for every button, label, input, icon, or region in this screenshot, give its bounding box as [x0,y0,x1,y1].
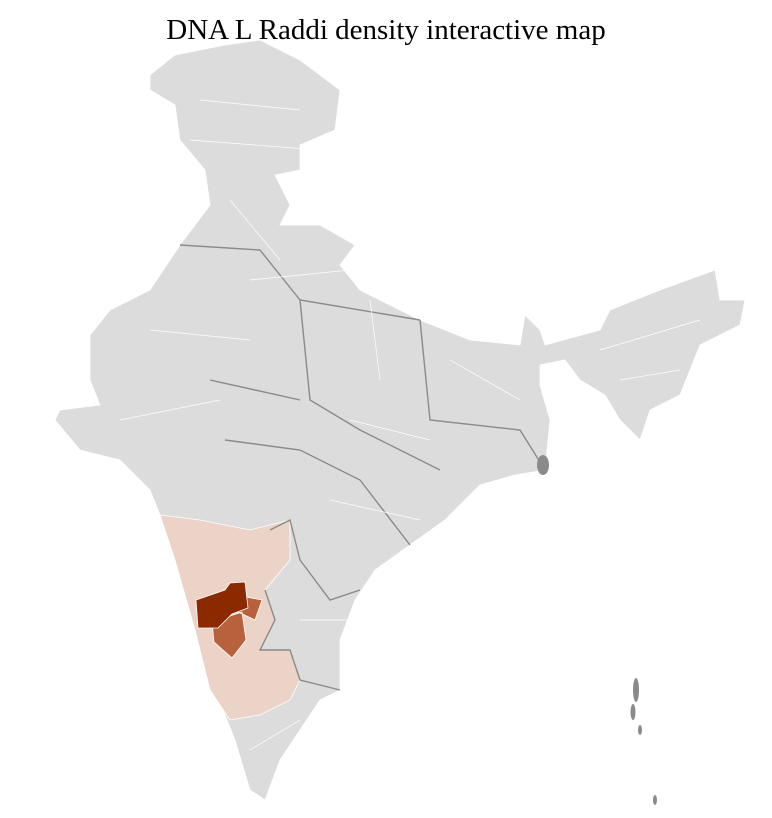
map-title: DNA L Raddi density interactive map [166,14,606,46]
india-base-region[interactable] [54,39,746,801]
density-high-region[interactable] [195,581,249,629]
state-borders [179,244,546,691]
andaman-nicobar-islands[interactable] [630,678,658,805]
sundarbans-delta [537,455,549,475]
district-lines [119,99,701,751]
